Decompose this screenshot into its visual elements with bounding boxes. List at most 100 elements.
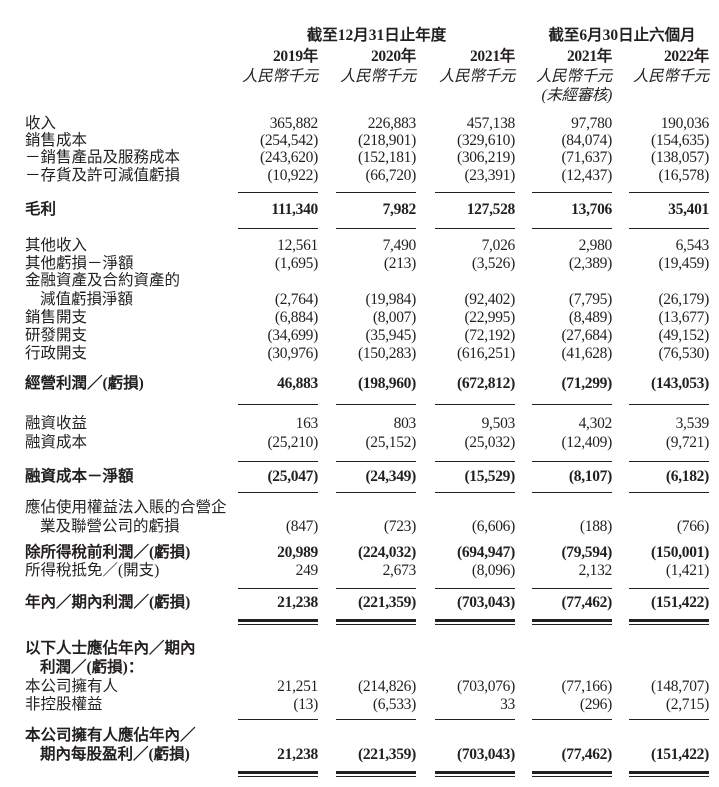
row-label: 本公司擁有人應佔年內／ bbox=[25, 727, 196, 744]
cell-value: (26,179) bbox=[658, 291, 709, 308]
row-label: 其他收入 bbox=[25, 237, 88, 254]
row-label: 融資成本 bbox=[25, 434, 88, 451]
row-label: －銷售產品及服務成本 bbox=[25, 149, 181, 166]
cell-value: (148,707) bbox=[651, 678, 709, 695]
row-label: －存貨及許可減值虧損 bbox=[25, 167, 181, 184]
underline bbox=[629, 228, 709, 229]
cell-value: 13,706 bbox=[571, 201, 612, 218]
cell-value: (243,620) bbox=[260, 149, 318, 166]
cell-value: (25,032) bbox=[464, 434, 515, 451]
cell-value: (30,976) bbox=[267, 345, 318, 362]
cell-value: (150,283) bbox=[358, 345, 416, 362]
underline bbox=[435, 719, 515, 720]
cell-value: (71,299) bbox=[561, 375, 612, 392]
cell-value: 457,138 bbox=[466, 115, 516, 132]
cell-value: (23,391) bbox=[464, 167, 515, 184]
cell-value: (66,720) bbox=[365, 167, 416, 184]
cell-value: (143,053) bbox=[651, 375, 709, 392]
cell-value: (221,359) bbox=[358, 594, 416, 611]
double-underline bbox=[629, 619, 709, 625]
cell-value: (154,635) bbox=[651, 132, 709, 149]
column-year-header: 2021年 bbox=[469, 48, 515, 65]
cell-value: (77,166) bbox=[561, 678, 612, 695]
cell-value: (188) bbox=[579, 518, 612, 535]
column-year-header: 2019年 bbox=[272, 48, 318, 65]
cell-value: (138,057) bbox=[651, 149, 709, 166]
cell-value: (150,001) bbox=[651, 544, 709, 561]
cell-value: (672,812) bbox=[457, 375, 515, 392]
cell-value: (6,182) bbox=[665, 468, 709, 485]
cell-value: (723) bbox=[383, 518, 416, 535]
cell-value: 365,882 bbox=[269, 115, 319, 132]
double-underline bbox=[336, 619, 416, 625]
row-label: 利潤／(虧損)： bbox=[40, 659, 144, 676]
cell-value: (10,922) bbox=[267, 167, 318, 184]
row-label: 期內每股盈利／(虧損) bbox=[40, 746, 190, 763]
double-underline bbox=[435, 771, 515, 777]
underline bbox=[336, 192, 416, 193]
row-label: 其他虧損－淨額 bbox=[25, 255, 134, 272]
underline bbox=[435, 492, 515, 493]
double-underline bbox=[336, 771, 416, 777]
underline bbox=[238, 719, 318, 720]
cell-value: (1,421) bbox=[665, 562, 709, 579]
cell-value: (213) bbox=[383, 255, 416, 272]
cell-value: 803 bbox=[393, 415, 417, 432]
cell-value: (41,628) bbox=[561, 345, 612, 362]
cell-value: (151,422) bbox=[651, 746, 709, 763]
row-label: 融資收益 bbox=[25, 415, 88, 432]
cell-value: (22,995) bbox=[464, 309, 515, 326]
column-unit-header: 人民幣千元 bbox=[241, 68, 318, 85]
double-underline bbox=[532, 619, 612, 625]
cell-value: (8,096) bbox=[471, 562, 515, 579]
column-unit-header: 人民幣千元 bbox=[535, 68, 612, 85]
cell-value: (19,459) bbox=[658, 255, 709, 272]
underline bbox=[532, 719, 612, 720]
underline bbox=[336, 461, 416, 462]
cell-value: (12,437) bbox=[561, 167, 612, 184]
underline bbox=[435, 228, 515, 229]
cell-value: (8,007) bbox=[372, 309, 416, 326]
row-label: 年內／期內利潤／(虧損) bbox=[25, 594, 191, 611]
cell-value: (25,152) bbox=[365, 434, 416, 451]
cell-value: (703,043) bbox=[457, 746, 515, 763]
cell-value: 9,503 bbox=[481, 415, 516, 432]
cell-value: (847) bbox=[285, 518, 318, 535]
cell-value: (329,610) bbox=[457, 132, 515, 149]
cell-value: (8,489) bbox=[568, 309, 612, 326]
cell-value: 2,673 bbox=[382, 562, 417, 579]
cell-value: 7,490 bbox=[382, 237, 417, 254]
cell-value: (8,107) bbox=[568, 468, 612, 485]
cell-value: 21,238 bbox=[277, 594, 318, 611]
underline bbox=[238, 588, 318, 589]
row-label: 金融資產及合約資產的 bbox=[25, 272, 181, 289]
cell-value: 6,543 bbox=[675, 237, 710, 254]
underline bbox=[435, 588, 515, 589]
cell-value: (296) bbox=[579, 696, 612, 713]
double-underline bbox=[532, 771, 612, 777]
underline bbox=[238, 404, 318, 405]
cell-value: (12,409) bbox=[561, 434, 612, 451]
cell-value: 21,251 bbox=[277, 678, 318, 695]
cell-value: (24,349) bbox=[365, 468, 416, 485]
row-label: 本公司擁有人 bbox=[25, 678, 119, 695]
cell-value: (694,947) bbox=[457, 544, 515, 561]
cell-value: 190,036 bbox=[660, 115, 710, 132]
row-label: 減值虧損淨額 bbox=[40, 291, 134, 308]
cell-value: (15,529) bbox=[464, 468, 515, 485]
row-label: 經營利潤／(虧損) bbox=[25, 375, 144, 392]
cell-value: (9,721) bbox=[665, 434, 709, 451]
cell-value: (221,359) bbox=[358, 746, 416, 763]
cell-value: (766) bbox=[676, 518, 709, 535]
row-label: 研發開支 bbox=[25, 327, 88, 344]
cell-value: 2,132 bbox=[578, 562, 613, 579]
underline bbox=[336, 404, 416, 405]
cell-value: 21,238 bbox=[277, 746, 318, 763]
cell-value: 163 bbox=[295, 415, 319, 432]
cell-value: (2,389) bbox=[568, 255, 612, 272]
underline bbox=[629, 192, 709, 193]
row-label: 融資成本－淨額 bbox=[25, 468, 134, 485]
cell-value: (6,884) bbox=[274, 309, 318, 326]
underline bbox=[532, 588, 612, 589]
double-underline bbox=[238, 771, 318, 777]
